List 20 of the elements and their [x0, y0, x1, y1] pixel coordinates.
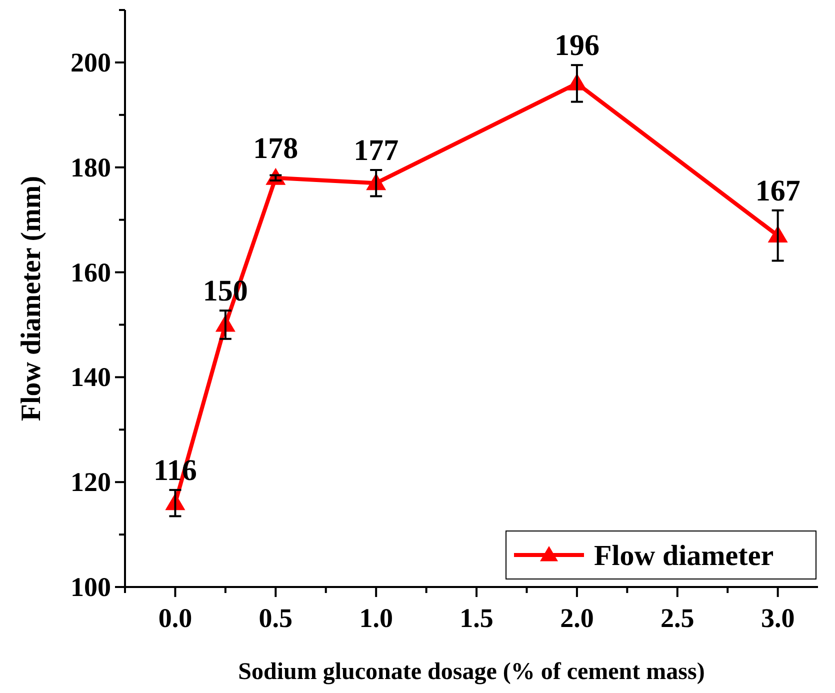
x-tick-label: 0.5: [258, 603, 293, 633]
x-tick-label: 0.0: [158, 603, 192, 633]
x-axis-title: Sodium gluconate dosage (% of cement mass): [238, 659, 705, 685]
data-label: 178: [253, 132, 298, 165]
x-tick-label: 1.5: [460, 603, 494, 633]
x-tick-label: 3.0: [760, 603, 795, 633]
y-tick-label: 100: [70, 572, 111, 602]
legend-label: Flow diameter: [594, 540, 774, 572]
y-tick-label: 140: [70, 362, 111, 392]
data-label: 177: [354, 134, 399, 167]
y-tick-label: 160: [70, 257, 111, 288]
x-tick-label: 2.5: [660, 603, 694, 633]
y-axis-title: Flow diameter (mm): [16, 176, 47, 422]
data-label: 196: [554, 29, 600, 62]
y-tick-label: 180: [70, 152, 111, 182]
data-label: 167: [755, 174, 800, 208]
y-tick-label: 200: [70, 47, 111, 78]
x-tick-label: 1.0: [359, 603, 393, 633]
y-tick-label: 120: [70, 467, 111, 498]
x-tick-label: 2.0: [560, 603, 594, 633]
